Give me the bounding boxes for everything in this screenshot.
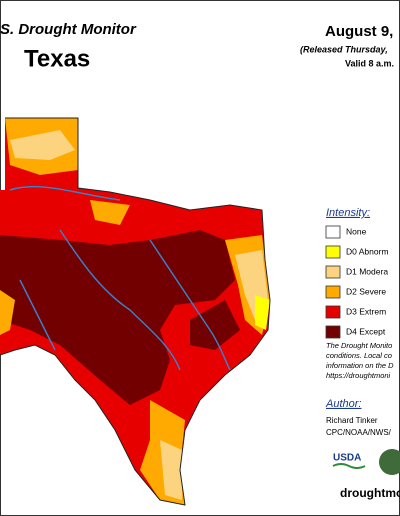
ndmc-logo: [379, 449, 400, 475]
state-name: Texas: [24, 45, 90, 72]
legend-label: D1 Modera: [346, 266, 388, 276]
legend-swatch: [325, 305, 341, 319]
legend-label: D2 Severe: [346, 286, 386, 296]
legend: None D0 Abnorm D1 Modera D2 Severe D3 Extrem…: [325, 225, 389, 339]
description-line: conditions. Local co: [326, 351, 392, 360]
usda-logo: USDA: [333, 453, 361, 464]
description-line: https://droughtmoni: [326, 371, 391, 380]
legend-title: Intensity:: [326, 207, 370, 219]
legend-swatch: [325, 245, 341, 259]
title: S. Drought Monitor: [0, 21, 137, 38]
legend-label: D4 Except: [346, 326, 386, 336]
state-border: [0, 117, 271, 506]
description-line: information on the D: [326, 361, 394, 370]
author-name: Richard Tinker: [326, 416, 378, 425]
legend-swatch: [325, 325, 341, 339]
legend-label: D0 Abnorm: [346, 246, 389, 256]
legend-swatch: [325, 265, 341, 279]
author-title: Author:: [325, 398, 361, 410]
usda-logo-swoosh: [332, 463, 366, 469]
date: August 9,: [325, 23, 393, 40]
valid: Valid 8 a.m.: [345, 58, 394, 68]
legend-swatch: [325, 285, 341, 299]
legend-label: D3 Extrem: [346, 306, 386, 316]
texas-map: [0, 118, 270, 505]
legend-label: None: [346, 226, 367, 236]
released: (Released Thursday,: [300, 44, 388, 54]
legend-swatch: [325, 225, 341, 239]
description-line: The Drought Monito: [326, 341, 392, 350]
url: droughtmo: [340, 486, 400, 500]
author-org: CPC/NOAA/NWS/: [326, 428, 392, 437]
